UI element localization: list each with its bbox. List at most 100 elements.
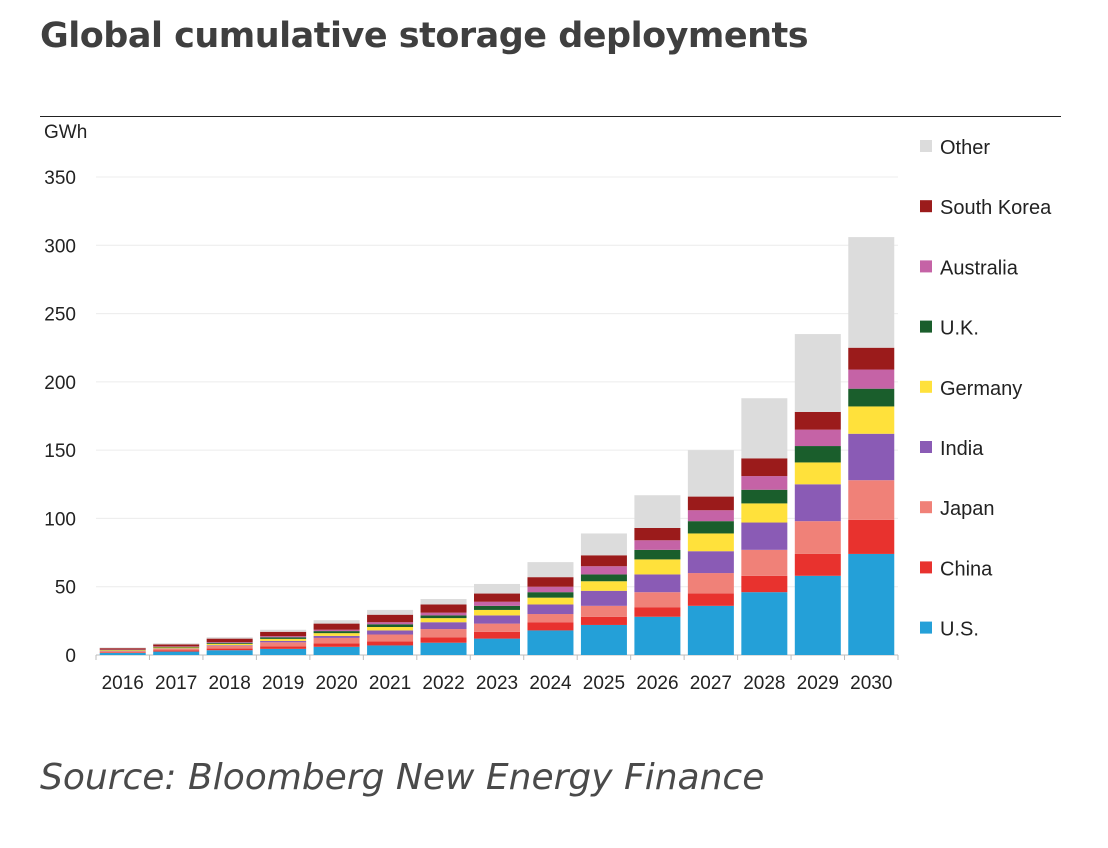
bar-segment xyxy=(420,637,467,643)
bar-segment xyxy=(260,636,307,638)
bar-segment xyxy=(741,476,788,490)
bar-segment xyxy=(367,609,414,615)
bar-segment xyxy=(580,590,627,606)
y-tick-label: 300 xyxy=(44,236,76,257)
bar-segment xyxy=(848,237,895,348)
bar-segment xyxy=(153,643,200,645)
bar-segment xyxy=(634,540,681,550)
bar-segment xyxy=(313,643,360,647)
bar-segment xyxy=(527,586,574,593)
bar-segment xyxy=(420,629,467,638)
x-tick-label: 2027 xyxy=(690,673,732,694)
bar-segment xyxy=(153,646,200,648)
bar-segment xyxy=(687,605,734,655)
bar-segment xyxy=(367,645,414,655)
source-note: Source: Bloomberg New Energy Finance xyxy=(40,757,765,798)
bar-segment xyxy=(474,623,520,632)
bar-segment xyxy=(260,648,307,655)
legend-swatch xyxy=(920,441,932,453)
bar-segment xyxy=(634,616,681,655)
stacked-bar-chart: GWh 0 50 100 150 200 250 300 350 2016 2017 2018 201… xyxy=(44,122,1052,694)
x-tick-label: 2021 xyxy=(369,673,411,694)
legend-swatch xyxy=(920,380,932,393)
bar-segment xyxy=(527,622,574,631)
axes: GWh 0 50 100 150 200 250 300 350 2016 2017 2018 201… xyxy=(44,122,899,694)
legend-label: India xyxy=(940,438,984,460)
bar-segment xyxy=(474,615,520,624)
bar-segment xyxy=(741,503,788,523)
bar-segment xyxy=(848,519,895,554)
bar-segment xyxy=(153,648,200,651)
bar-segment xyxy=(527,630,574,655)
bar-segment xyxy=(206,648,253,651)
x-tick-label: 2020 xyxy=(315,673,357,694)
bar-segment xyxy=(527,577,574,587)
bar-segment xyxy=(580,605,627,617)
bar-segment xyxy=(367,641,414,646)
bar-segment xyxy=(527,562,574,578)
bar-segment xyxy=(741,458,788,477)
bar-segment xyxy=(634,495,681,528)
bar-segment xyxy=(260,646,307,649)
bar-segment xyxy=(474,638,520,655)
legend-label: Australia xyxy=(940,257,1019,279)
bar-segment xyxy=(420,615,467,619)
y-axis-label: GWh xyxy=(44,122,87,143)
bar-segment xyxy=(313,635,360,638)
x-tick-label: 2028 xyxy=(743,673,785,694)
bar-segment xyxy=(474,583,520,594)
y-tick-label: 350 xyxy=(44,168,76,189)
y-tick-label: 0 xyxy=(65,646,76,667)
bar-segment xyxy=(848,433,895,481)
bar-segment xyxy=(848,480,895,520)
legend-label: U.S. xyxy=(940,619,979,641)
bar-segment xyxy=(741,549,788,576)
bar-segment xyxy=(420,642,467,655)
bar-segment xyxy=(687,496,734,511)
bar-segment xyxy=(260,629,307,632)
bar-segment xyxy=(313,620,360,624)
bar-segment xyxy=(474,601,520,606)
x-tick-label: 2026 xyxy=(636,673,678,694)
bar-segment xyxy=(741,398,788,459)
bar-segment xyxy=(580,624,627,655)
bar-segment xyxy=(313,623,360,630)
legend-label: South Korea xyxy=(940,197,1052,219)
bar-segment xyxy=(367,630,414,635)
bar-segment xyxy=(634,574,681,593)
x-tick-label: 2024 xyxy=(529,673,572,694)
bar-segment xyxy=(474,605,520,610)
bar-segment xyxy=(794,575,841,655)
bar-segment xyxy=(527,604,574,615)
bar-segment xyxy=(848,347,895,370)
bar-segment xyxy=(580,616,627,625)
bar-segment xyxy=(794,334,841,412)
bar-segment xyxy=(634,592,681,608)
bar-segment xyxy=(794,462,841,485)
bar-segment xyxy=(687,450,734,497)
bar-segment xyxy=(260,637,307,639)
bar-segment xyxy=(260,631,307,637)
bar-segment xyxy=(153,644,200,647)
x-tick-label: 2025 xyxy=(583,673,625,694)
bar-segment xyxy=(794,429,841,447)
legend-label: Japan xyxy=(940,498,995,520)
bar-segment xyxy=(580,574,627,582)
title-divider xyxy=(40,116,1061,117)
bar-segment xyxy=(206,645,253,646)
bar-segment xyxy=(99,652,146,653)
x-tick-label: 2023 xyxy=(476,673,518,694)
bar-segment xyxy=(741,575,788,593)
bar-segment xyxy=(794,411,841,430)
x-tick-label: 2018 xyxy=(209,673,251,694)
bar-segment xyxy=(741,489,788,504)
legend-swatch xyxy=(920,501,932,514)
bar-segment xyxy=(848,406,895,434)
bar-segment xyxy=(580,555,627,567)
bar-segment xyxy=(420,612,467,616)
bar-segment xyxy=(420,599,467,605)
bar-segment xyxy=(260,640,307,643)
bar-segment xyxy=(794,484,841,522)
y-tick-label: 200 xyxy=(44,373,76,394)
bar-segment xyxy=(580,533,627,556)
